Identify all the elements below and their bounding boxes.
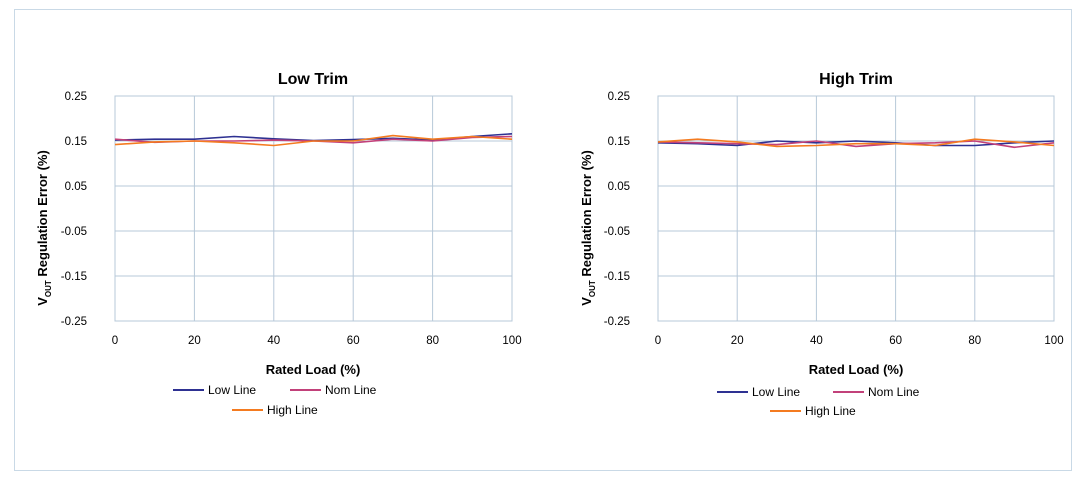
chart-1-x-tick-label: 40 (267, 335, 280, 347)
legend-item-nom-line: Nom Line (833, 385, 920, 399)
chart-2-y-tick-label: 0.25 (608, 91, 630, 103)
chart-2-x-tick-label: 80 (968, 335, 981, 347)
legend-label-low-line: Low Line (752, 385, 800, 399)
chart-2: 0.25 0.15 0.05 -0.05 -0.15 -0.25 0 20 40 60 80 100 L… (604, 91, 1064, 418)
chart-2-y-axis-title-rest: Regulation Error (%) (579, 150, 594, 280)
legend-item-high-line: High Line (770, 404, 856, 418)
chart-1-x-tick-label: 0 (112, 335, 118, 347)
chart-2-y-tick-label: -0.05 (604, 226, 630, 238)
chart-1-x-tick-label: 20 (188, 335, 201, 347)
legend-item-nom-line: Nom Line (290, 383, 377, 397)
chart-1: 0.25 0.15 0.05 -0.05 -0.15 -0.25 0 20 40 60 80 100 L… (61, 91, 522, 417)
chart-1-legend: Low Line Nom Line High Line (173, 383, 377, 417)
legend-label-nom-line: Nom Line (325, 383, 377, 397)
chart-1-y-tick-label: -0.05 (61, 226, 87, 238)
chart-2-x-tick-label: 60 (889, 335, 902, 347)
legend-label-nom-line: Nom Line (868, 385, 920, 399)
svg-text:VOUT Regulation Error (%): VOUT Regulation Error (%) (35, 150, 53, 306)
chart-marks-layer: 0.25 0.15 0.05 -0.05 -0.15 -0.25 0 20 40 60 80 100 L… (61, 91, 1064, 418)
chart-2-y-tick-label: 0.15 (608, 136, 630, 148)
chart-2-y-tick-label: 0.05 (608, 181, 630, 193)
chart-2-legend: Low Line Nom Line High Line (717, 385, 920, 418)
chart-1-y-axis-title: VOUT Regulation Error (%) (35, 150, 53, 306)
chart-1-plot-area (114, 95, 513, 322)
chart-2-x-tick-label: 0 (655, 335, 661, 347)
chart-2-x-tick-label: 100 (1044, 335, 1063, 347)
chart-1-x-axis-title: Rated Load (%) (266, 362, 361, 377)
chart-2-series-high-line-line (657, 138, 1055, 148)
chart-1-x-tick-label: 80 (426, 335, 439, 347)
legend-item-high-line: High Line (232, 403, 318, 417)
chart-1-x-tick-label: 100 (502, 335, 521, 347)
chart-2-y-axis-title-sub: OUT (588, 280, 597, 297)
chart-2-x-axis-title: Rated Load (%) (809, 362, 904, 377)
legend-item-low-line: Low Line (717, 385, 800, 399)
chart-2-x-tick-label: 20 (731, 335, 744, 347)
chart-1-y-axis-title-main: V (35, 297, 50, 306)
chart-2-y-axis-title: VOUT Regulation Error (%) (579, 150, 597, 306)
chart-1-x-tick-label: 60 (347, 335, 360, 347)
legend-label-low-line: Low Line (208, 383, 256, 397)
chart-2-y-axis-title-main: V (579, 297, 594, 306)
legend-item-low-line: Low Line (173, 383, 256, 397)
chart-1-y-axis-title-rest: Regulation Error (%) (35, 150, 50, 280)
chart-1-y-tick-label: -0.15 (61, 271, 87, 283)
chart-1-y-tick-label: -0.25 (61, 316, 87, 328)
legend-label-high-line: High Line (267, 403, 318, 417)
chart-2-series-nom-line-line (657, 140, 1055, 149)
chart-2-y-tick-label: -0.15 (604, 271, 630, 283)
chart-2-series-low-line-line (657, 140, 1055, 147)
chart-2-title: High Trim (819, 71, 893, 88)
chart-1-title: Low Trim (278, 71, 348, 88)
chart-1-y-tick-label: 0.05 (65, 181, 87, 193)
chart-1-y-tick-label: 0.15 (65, 136, 87, 148)
svg-text:VOUT Regulation Error (%): VOUT Regulation Error (%) (579, 150, 597, 306)
chart-1-series-high-line-line (114, 134, 513, 147)
chart-2-x-tick-label: 40 (810, 335, 823, 347)
chart-2-y-tick-label: -0.25 (604, 316, 630, 328)
chart-1-y-tick-label: 0.25 (65, 91, 87, 103)
legend-label-high-line: High Line (805, 404, 856, 418)
chart-1-y-axis-title-sub: OUT (44, 280, 53, 297)
chart-2-plot-area (657, 95, 1055, 322)
